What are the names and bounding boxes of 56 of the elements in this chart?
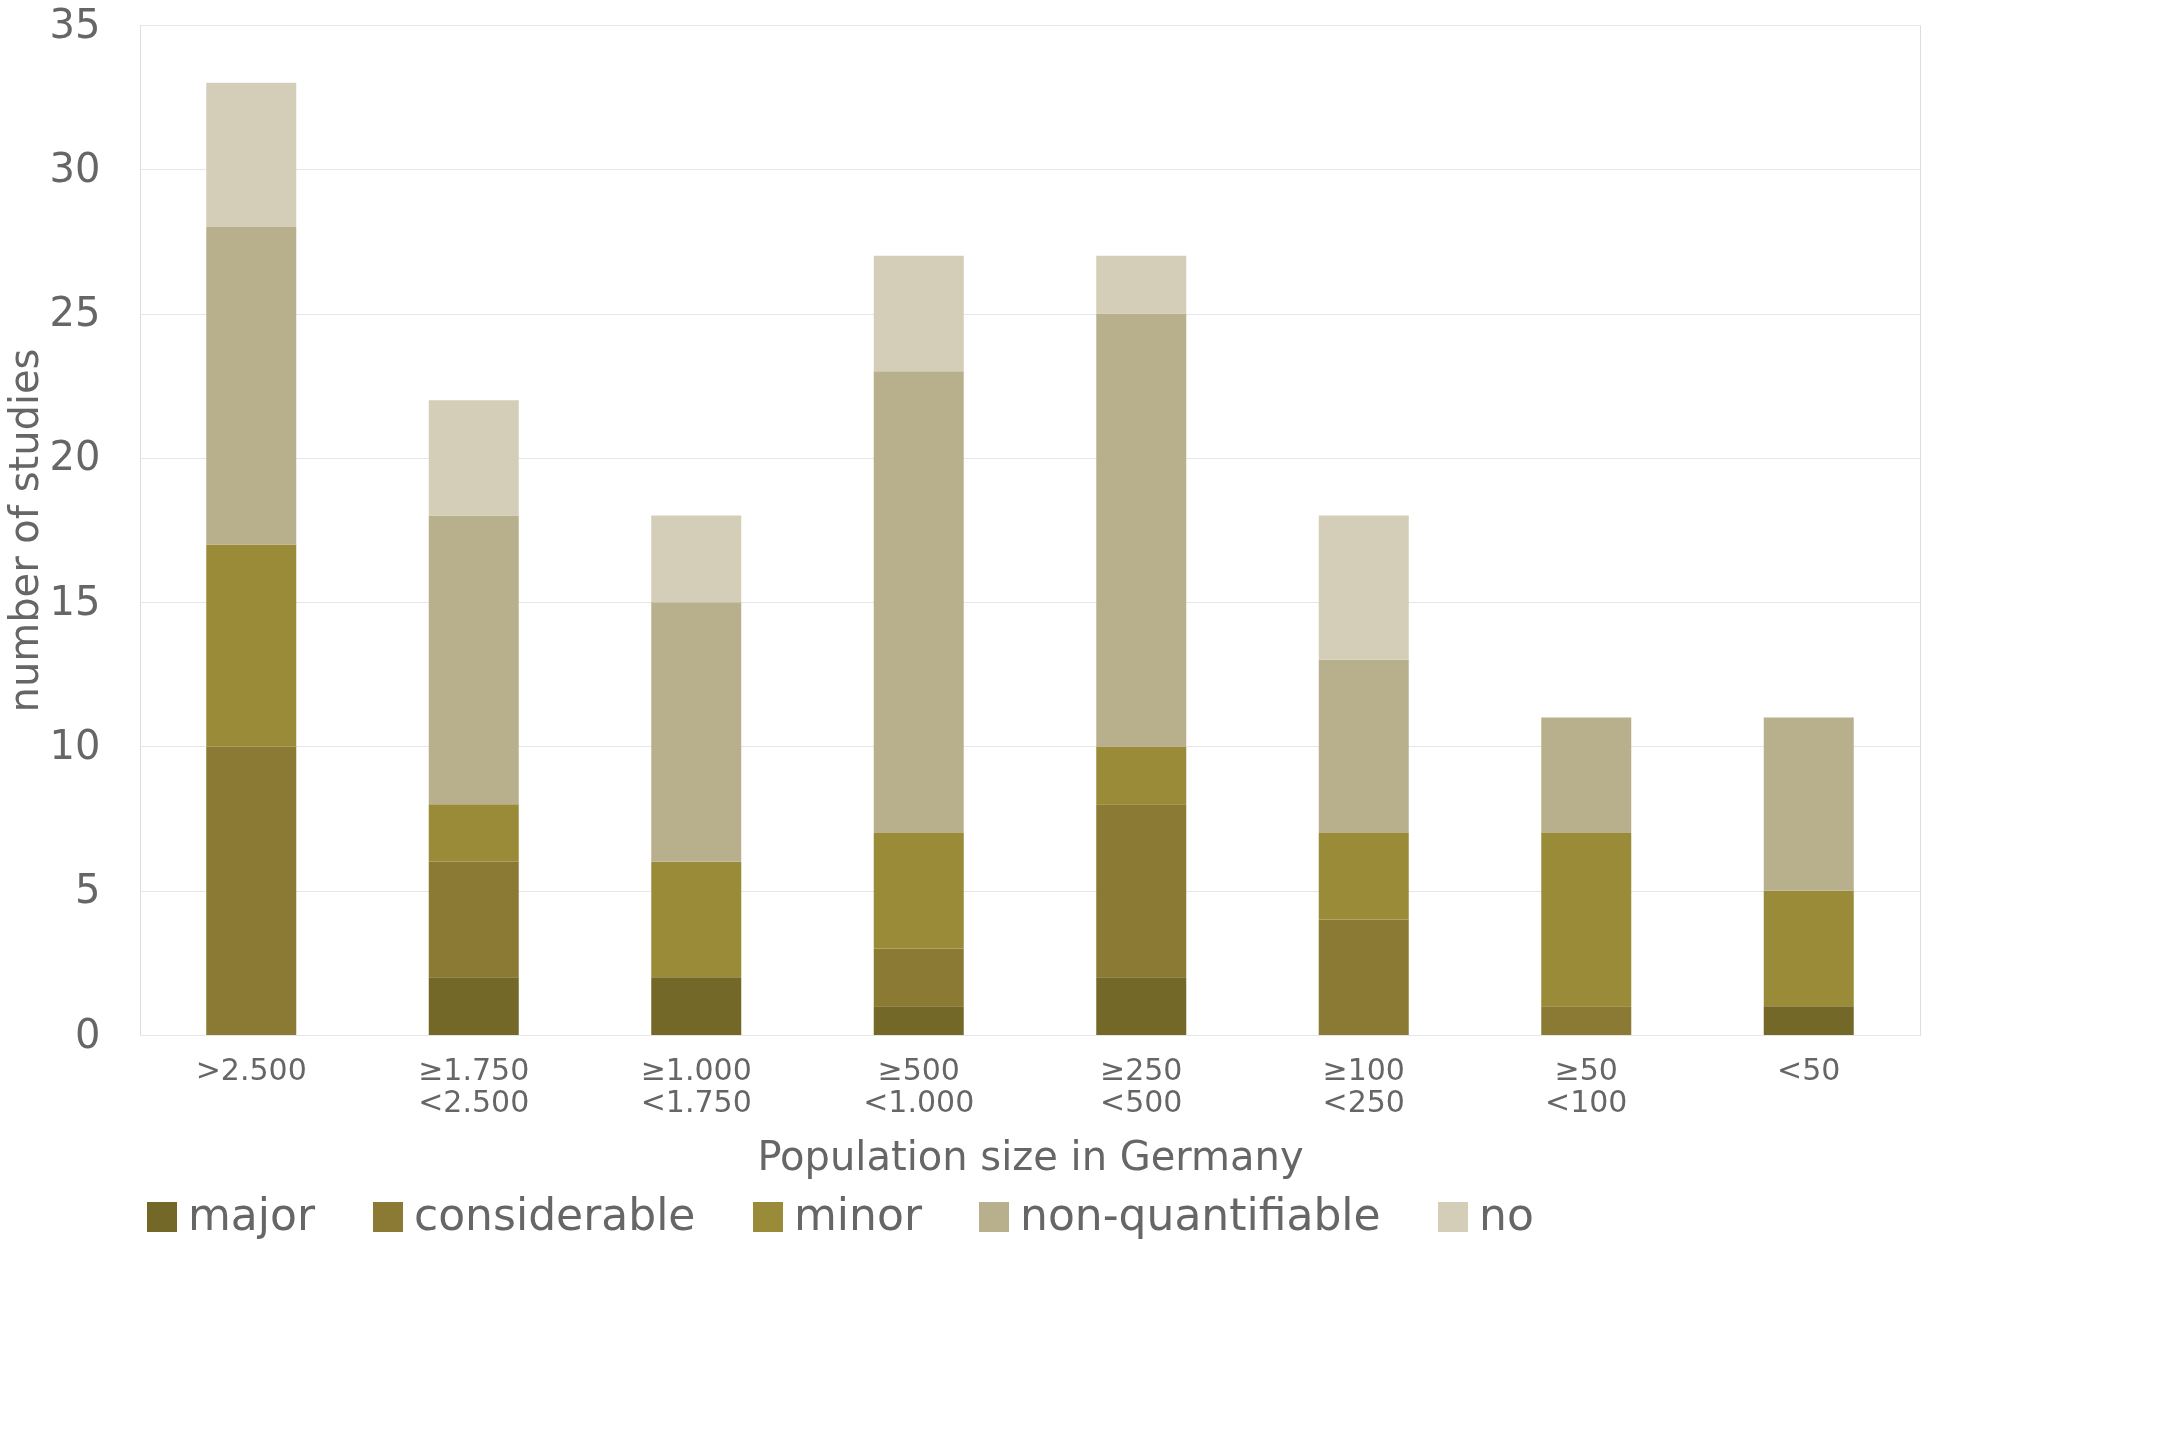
bar (1096, 977, 1187, 1035)
y-tick-label: 0 (75, 1010, 101, 1057)
bar (1318, 659, 1409, 833)
bar (651, 861, 742, 978)
x-tick-label: ≥500 <1.000 (863, 1051, 975, 1119)
bar (1318, 515, 1409, 660)
x-axis-title: Population size in Germany (757, 1132, 1304, 1179)
bar (1318, 833, 1409, 920)
bar (1096, 746, 1187, 805)
x-tick-label: >2.500 (195, 1051, 307, 1087)
y-tick-label: 25 (49, 289, 101, 336)
y-tick-label: 35 (49, 0, 101, 47)
bar (1096, 255, 1187, 314)
legend-label: minor (794, 1189, 923, 1240)
bar (873, 948, 964, 1007)
x-tick-label: <50 (1777, 1051, 1841, 1087)
legend-label: major (188, 1189, 316, 1240)
bar (206, 227, 297, 545)
bar (1763, 1006, 1854, 1035)
bar (206, 82, 297, 227)
bar (651, 977, 742, 1035)
bar (1096, 313, 1187, 747)
bar (428, 400, 519, 516)
legend-label: non-quantifiable (1020, 1189, 1381, 1240)
bar (1096, 804, 1187, 978)
bar (873, 833, 964, 949)
bar (1541, 833, 1632, 1007)
bar (1541, 717, 1632, 833)
bar (428, 804, 519, 862)
x-tick-label: ≥50 <100 (1545, 1051, 1628, 1119)
y-tick-label: 5 (75, 866, 101, 913)
bar (428, 515, 519, 805)
y-axis-title: number of studies (0, 348, 47, 713)
bar (428, 861, 519, 978)
bar (1541, 1006, 1632, 1035)
bar (873, 1006, 964, 1035)
bar (873, 371, 964, 833)
bar (1763, 890, 1854, 1007)
legend-label: no (1479, 1189, 1534, 1240)
x-tick-label: ≥250 <500 (1100, 1051, 1183, 1119)
legend-label: considerable (414, 1189, 696, 1240)
x-tick-label: ≥100 <250 (1322, 1051, 1405, 1119)
bar (1318, 919, 1409, 1035)
bar (206, 746, 297, 1035)
y-tick-label: 15 (49, 577, 101, 624)
x-tick-label: ≥1.000 <1.750 (640, 1051, 752, 1119)
y-tick-label: 20 (49, 433, 101, 480)
bar (873, 255, 964, 372)
bar (651, 515, 742, 603)
bar (651, 602, 742, 862)
x-tick-label: ≥1.750 <2.500 (418, 1051, 530, 1119)
bar (428, 977, 519, 1035)
bar (206, 544, 297, 747)
y-tick-label: 10 (49, 721, 101, 768)
y-tick-label: 30 (49, 144, 101, 191)
bar (1763, 717, 1854, 891)
